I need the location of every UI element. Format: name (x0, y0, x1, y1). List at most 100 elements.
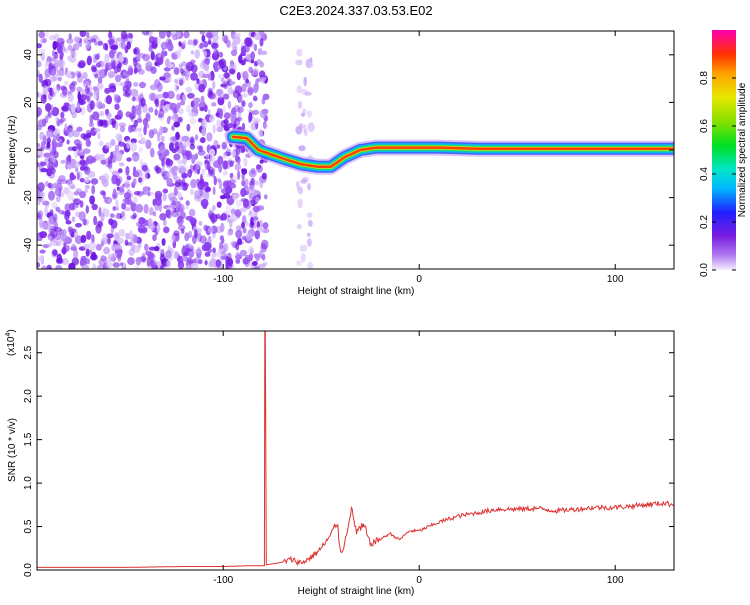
heatmap-cell (197, 259, 203, 265)
heatmap-cell (145, 139, 152, 150)
heatmap-cell (148, 129, 155, 139)
heatmap-cell (75, 188, 82, 193)
heatmap-cell (299, 244, 308, 252)
heatmap-cell (129, 111, 135, 117)
heatmap-cell (117, 109, 123, 120)
heatmap-cell (223, 118, 229, 125)
svg-text:(x104): (x104) (5, 329, 17, 356)
heatmap-cell (61, 246, 67, 255)
heatmap-cell (204, 260, 208, 266)
heatmap-cell (125, 199, 133, 206)
heatmap-cell (83, 80, 90, 88)
heatmap-cell (127, 124, 133, 133)
heatmap-cell (121, 202, 127, 210)
heatmap-cell (95, 100, 103, 109)
heatmap-cell (138, 217, 145, 225)
heatmap-cell (163, 226, 170, 234)
heatmap-cell (44, 201, 50, 208)
heatmap-cell (149, 84, 158, 91)
heatmap-cell (71, 80, 77, 86)
heatmap-cell (106, 112, 112, 119)
heatmap-cell (85, 139, 92, 147)
heatmap-cell (140, 97, 146, 107)
heatmap-cell (70, 228, 77, 234)
heatmap-cell (69, 50, 78, 57)
heatmap-cell (189, 117, 197, 125)
heatmap-cell (175, 31, 181, 39)
heatmap-cell (127, 257, 135, 266)
heatmap-cell (115, 199, 119, 209)
heatmap-cell (200, 137, 206, 144)
heatmap-cell (76, 86, 83, 93)
heatmap-cell (234, 38, 240, 46)
heatmap-cell (85, 248, 90, 257)
heatmap-cell (145, 250, 152, 256)
heatmap-cell (307, 219, 313, 227)
heatmap-cell (124, 70, 133, 75)
heatmap-cell (159, 76, 166, 81)
figure-title: C2E3.2024.337.03.53.E02 (279, 3, 432, 18)
heatmap-cell (188, 112, 196, 118)
heatmap-cell (204, 190, 210, 201)
heatmap-cell (136, 222, 141, 227)
heatmap-cell (66, 155, 72, 165)
heatmap-cell (204, 251, 211, 257)
heatmap-cell (212, 247, 216, 253)
colorbar-tick-label: 0.4 (699, 167, 710, 181)
heatmap-cell (124, 180, 131, 189)
heatmap-cell (112, 122, 116, 129)
heatmap-cell (39, 249, 46, 254)
heatmap-cell (248, 114, 252, 124)
heatmap-cell (62, 229, 67, 237)
heatmap-cell (84, 188, 89, 193)
heatmap-cell (91, 251, 97, 261)
heatmap-cell (145, 113, 151, 122)
heatmap-cell (73, 191, 80, 196)
heatmap-cell (154, 108, 158, 116)
colorbar-tick-label: 0.6 (699, 119, 710, 133)
heatmap-cell (56, 37, 65, 46)
heatmap-cell (178, 63, 183, 68)
heatmap-cell (92, 111, 100, 121)
heatmap-cell (73, 198, 81, 205)
heatmap-cell (248, 169, 257, 178)
heatmap-cell (256, 164, 261, 170)
heatmap-cell (56, 133, 61, 142)
heatmap-cell (138, 147, 144, 153)
heatmap-cell (218, 51, 224, 58)
heatmap-cell (38, 219, 44, 228)
colorbar: 0.0 0.2 0.4 0.6 0.8 Normalized spectral ampl… (699, 30, 748, 277)
heatmap-cell (210, 225, 218, 234)
heatmap-cell (252, 95, 257, 101)
heatmap-cell (250, 51, 255, 60)
heatmap-cell (244, 37, 252, 47)
heatmap-cell (133, 57, 138, 67)
heatmap-cell (40, 141, 46, 150)
heatmap-cell (51, 91, 56, 98)
heatmap-cell (48, 147, 53, 152)
heatmap-cell (304, 128, 308, 137)
heatmap-cell (42, 118, 47, 127)
heatmap-cell (120, 40, 126, 50)
heatmap-layer (37, 31, 674, 269)
heatmap-cell (70, 103, 76, 113)
heatmap-cell (295, 125, 303, 135)
heatmap-cell (173, 230, 180, 237)
heatmap-cell (37, 146, 41, 156)
heatmap-cell (197, 227, 202, 234)
heatmap-cell (172, 239, 177, 249)
heatmap-cell (201, 128, 207, 137)
heatmap-cell (166, 177, 173, 186)
heatmap-cell (139, 158, 143, 165)
heatmap-cell (227, 160, 235, 165)
snr-xtick-label: -100 (213, 575, 233, 586)
heatmap-cell (261, 50, 268, 55)
heatmap-cell (77, 72, 81, 79)
spectrogram-ytick-label: -40 (23, 238, 34, 253)
heatmap-cell (213, 48, 219, 56)
colorbar-tick-label: 0.8 (699, 71, 710, 85)
heatmap-cell (83, 166, 89, 171)
heatmap-cell (89, 100, 95, 110)
heatmap-cell (47, 110, 52, 118)
heatmap-cell (187, 92, 195, 99)
